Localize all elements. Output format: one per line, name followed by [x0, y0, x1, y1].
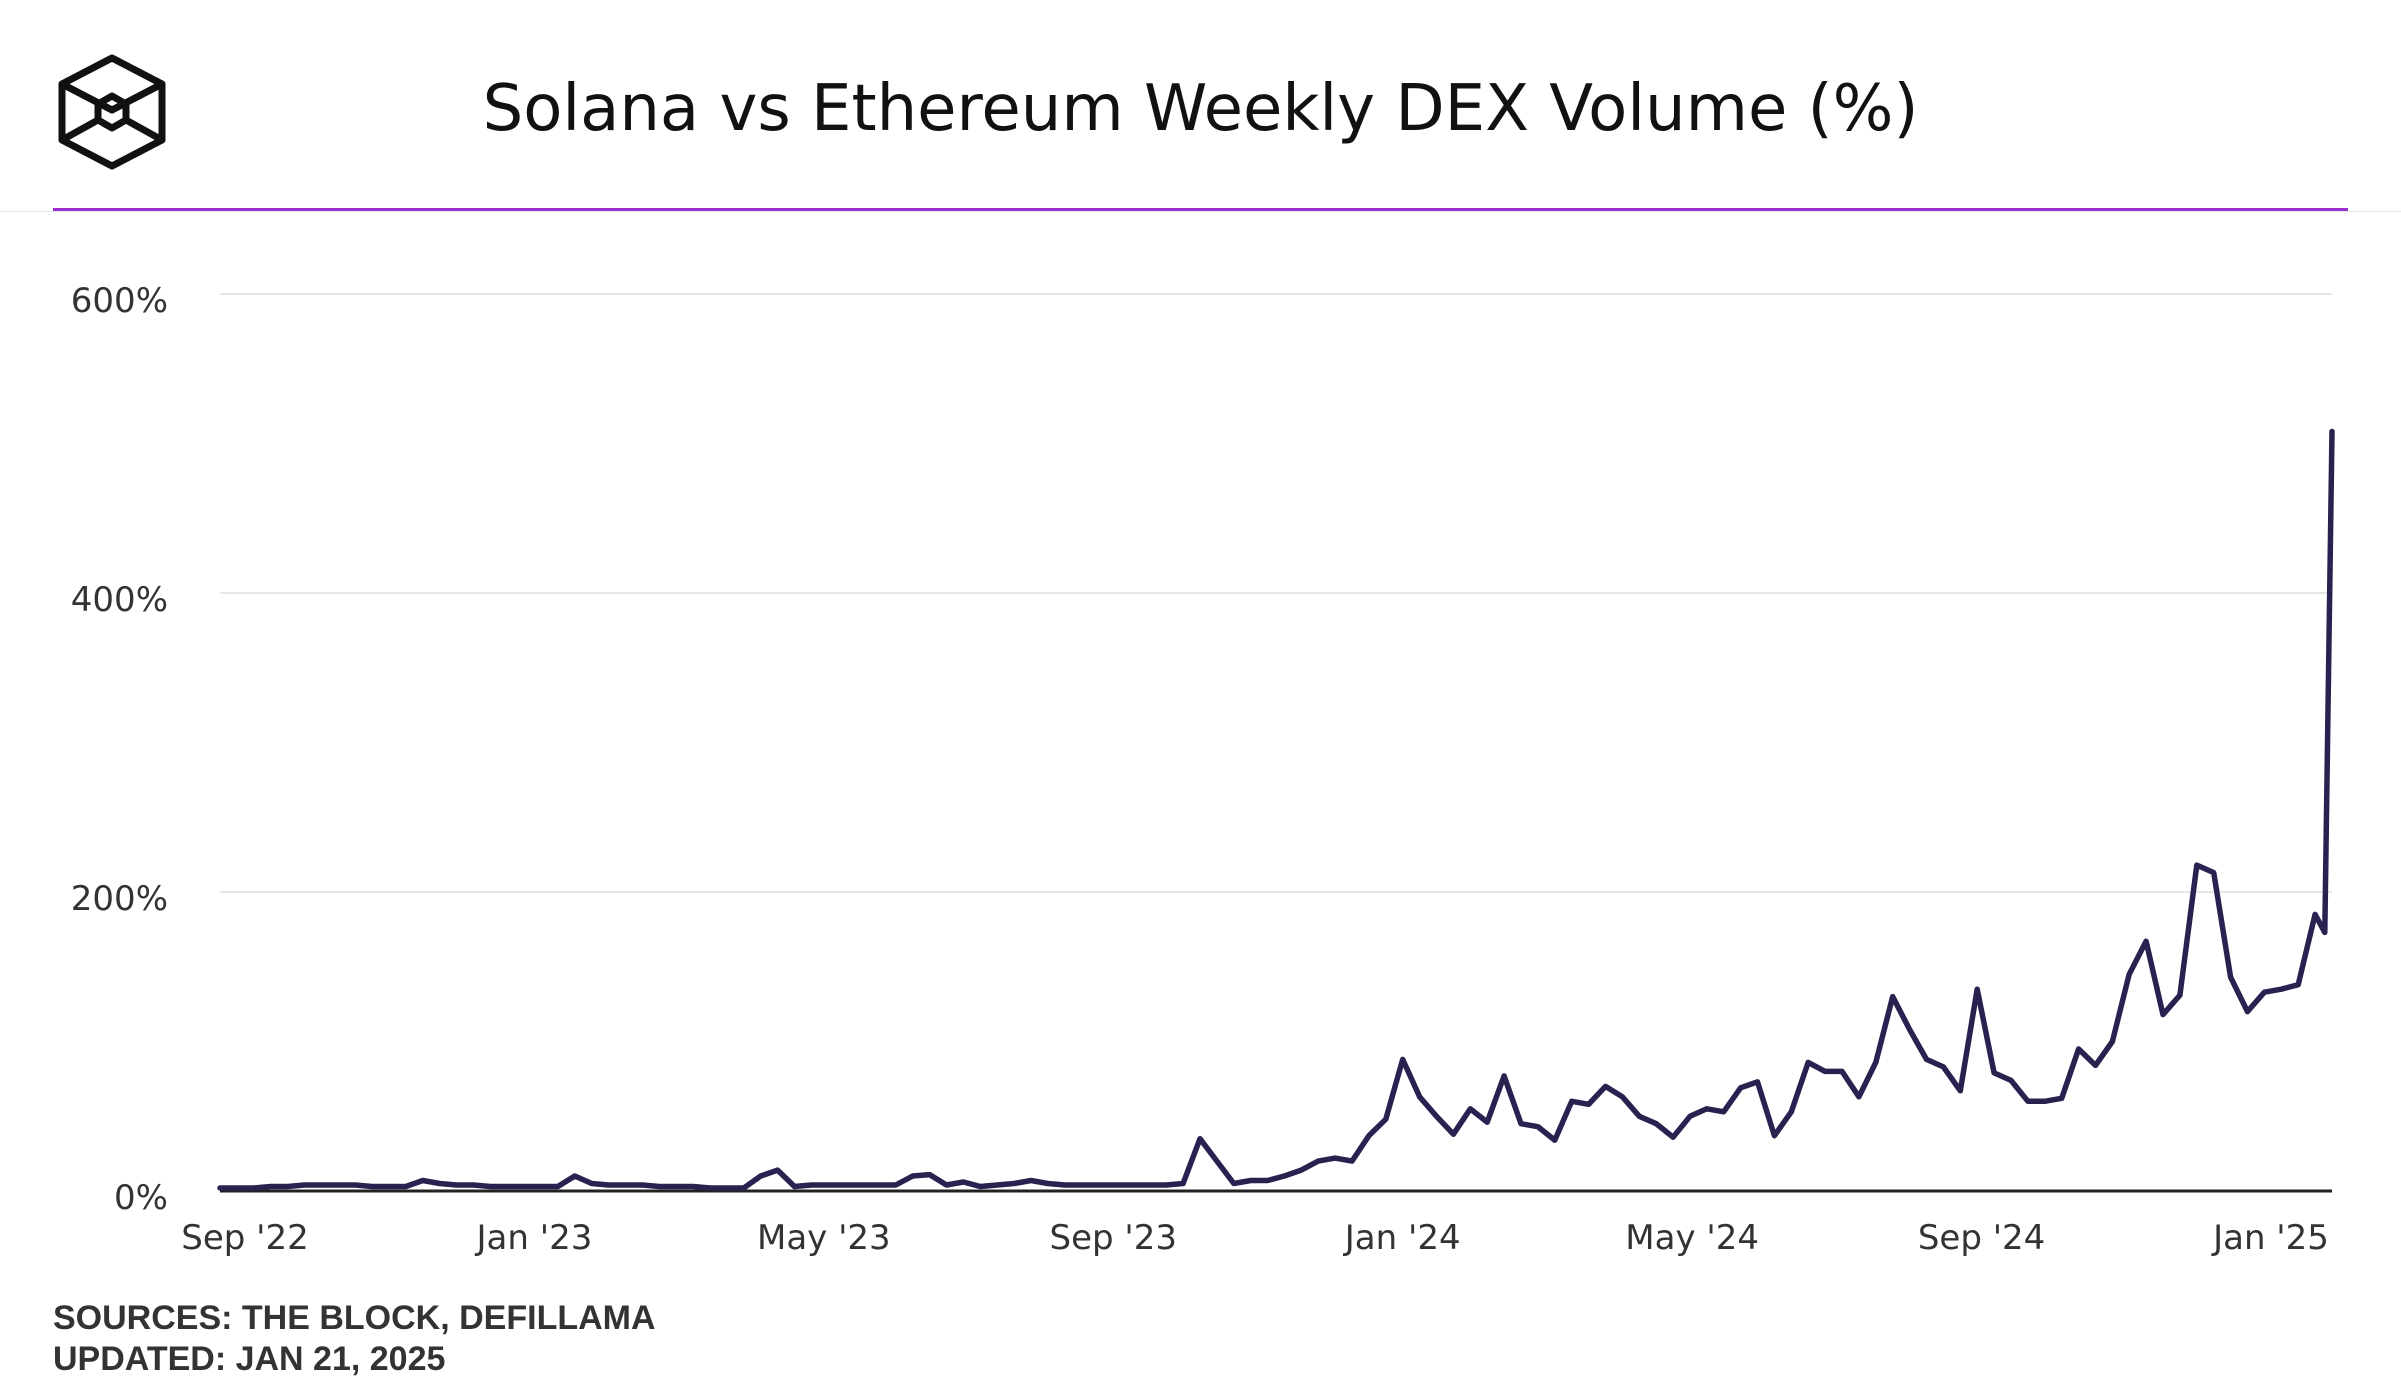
gridlines [220, 293, 2332, 893]
y-tick-label: 0% [114, 1178, 168, 1218]
x-tick-label: May '24 [1625, 1218, 1759, 1258]
x-tick-label: Jan '24 [1343, 1218, 1461, 1258]
accent-line [53, 208, 2348, 211]
cube-logo-icon [58, 54, 166, 170]
footer: SOURCES: THE BLOCK, DEFILLAMA UPDATED: J… [53, 1298, 656, 1380]
sources-note: SOURCES: THE BLOCK, DEFILLAMA [53, 1299, 656, 1337]
y-axis-ticks: 0% 200% 400% 600% [71, 281, 168, 1218]
x-tick-label: Sep '24 [1918, 1218, 2046, 1258]
x-axis-ticks: Sep '22 Jan '23 May '23 Sep '23 Jan '24 May '… [181, 1218, 2329, 1258]
header-divider [0, 211, 2401, 212]
x-tick-label: Jan '25 [2211, 1218, 2329, 1258]
x-tick-label: Sep '23 [1050, 1218, 1178, 1258]
y-tick-label: 400% [71, 580, 168, 620]
x-tick-label: Jan '23 [475, 1218, 593, 1258]
chart-title: Solana vs Ethereum Weekly DEX Volume (%) [482, 72, 1919, 146]
y-tick-label: 600% [71, 281, 168, 321]
x-tick-label: Sep '22 [181, 1218, 309, 1258]
series-line-solana-vs-ethereum [217, 428, 2335, 1191]
line-chart: 0%200%400%600% Sep '22 Jan '23 May '23 Sep … [71, 281, 2335, 1258]
x-tick-label: May '23 [757, 1218, 891, 1258]
updated-note: UPDATED: JAN 21, 2025 [53, 1340, 446, 1378]
y-tick-label: 200% [71, 879, 168, 919]
